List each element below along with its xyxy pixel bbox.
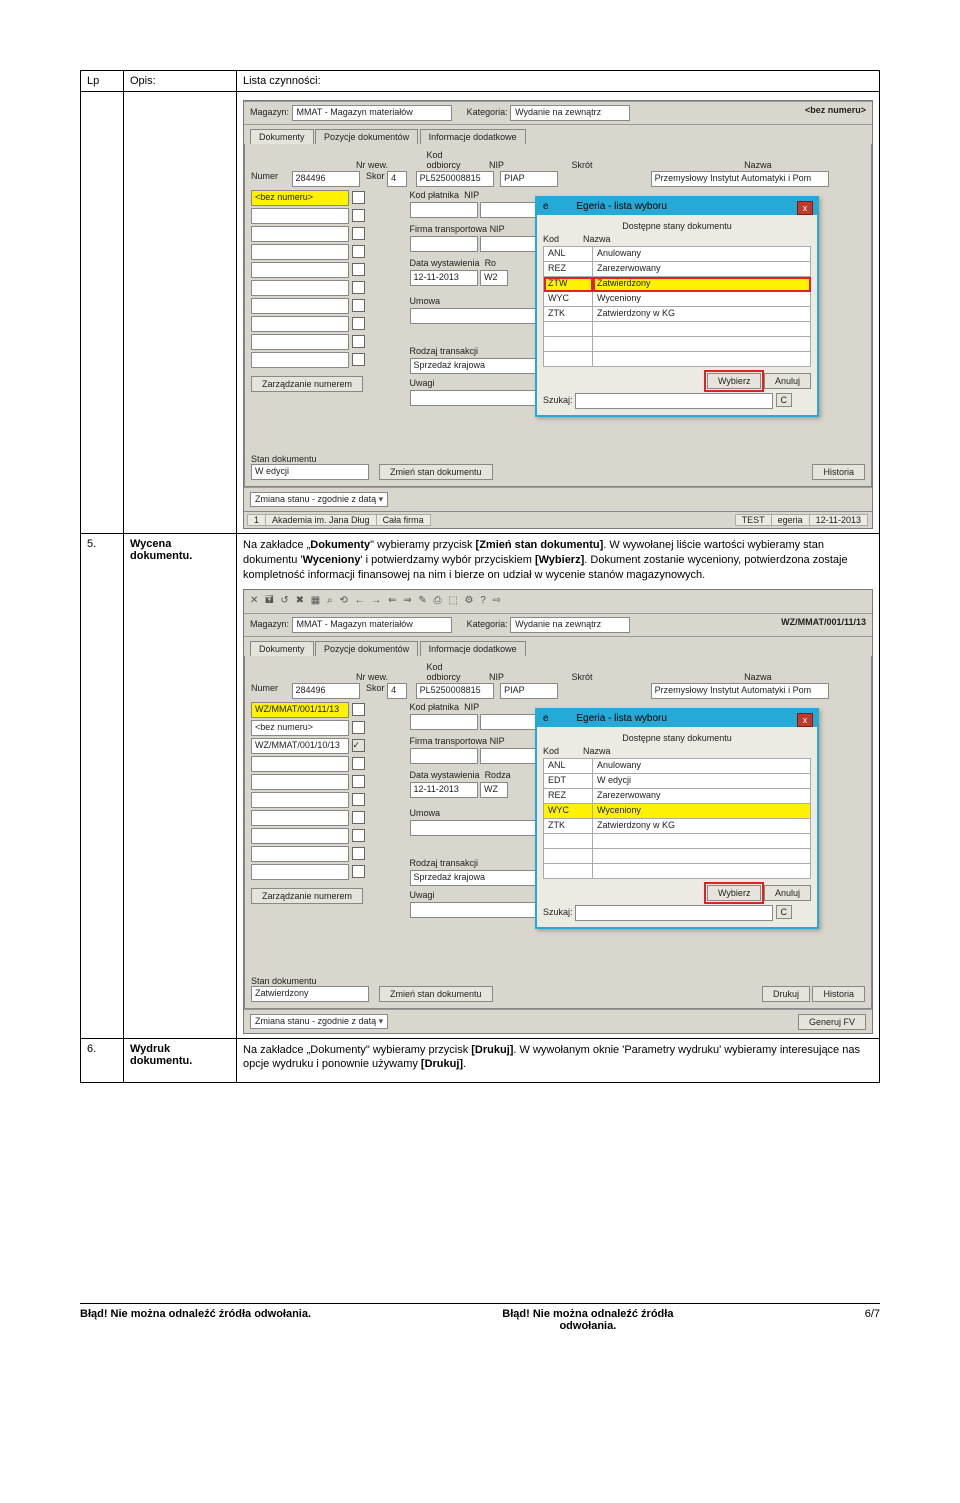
page-number: 6/7 — [865, 1308, 880, 1332]
numer-selected[interactable]: <bez numeru> — [251, 190, 349, 206]
footer-mid: Błąd! Nie można odnaleźć źródła odwołani… — [488, 1308, 688, 1332]
step6-name: Wydruk dokumentu. — [124, 1038, 237, 1083]
footer-left: Błąd! Nie można odnaleźć źródła odwołani… — [80, 1308, 311, 1332]
shot-header: Magazyn: MMAT - Magazyn materiałów Kateg… — [244, 101, 872, 125]
zarzadzanie-button[interactable]: Zarządzanie numerem — [251, 376, 363, 392]
doc-number-2: WZ/MMAT/001/11/13 — [781, 617, 866, 627]
step5-desc: Na zakładce „Dokumenty" wybieramy przyci… — [237, 534, 880, 1039]
popup-lista-wyboru-2: e Egeria - lista wyboru x Dostępne stany… — [535, 708, 819, 929]
list-item-selected[interactable]: ZTWZatwierdzony — [544, 277, 811, 292]
tab-info[interactable]: Informacje dodatkowe — [420, 129, 526, 144]
doc-number: <bez numeru> — [805, 105, 866, 115]
col-opis: Opis: — [124, 71, 237, 92]
col-lp: Lp — [81, 71, 124, 92]
status-bar: 1Akademia im. Jana DługCała firma 12-11-… — [244, 511, 872, 528]
stan-field[interactable]: W edycji — [251, 464, 369, 480]
tab-pozycje[interactable]: Pozycje dokumentów — [315, 129, 418, 144]
wybierz-button[interactable]: Wybierz — [707, 885, 761, 901]
wybierz-button[interactable]: Wybierz — [707, 373, 761, 389]
zmien-stan-button[interactable]: Zmień stan dokumentu — [379, 464, 493, 480]
magazyn-field[interactable]: MMAT - Magazyn materiałów — [292, 105, 452, 121]
list-item-selected[interactable]: WYCWyceniony — [544, 803, 811, 818]
screenshot-2: ✕ 🖬 ↺ ✖ ▦ ⌕ ⟲ ← → ⇐ ⇒ ✎ ⎙ ⬚ ⚙ ? ⇨ Magazy… — [243, 589, 873, 1034]
step6-desc: Na zakładce „Dokumenty" wybieramy przyci… — [237, 1038, 880, 1083]
tab-dokumenty[interactable]: Dokumenty — [250, 129, 314, 144]
generuj-fv-button[interactable]: Generuj FV — [798, 1014, 866, 1030]
popup-lista-wyboru: e Egeria - lista wyboru x Dostępne stany… — [535, 196, 819, 417]
close-icon[interactable]: x — [797, 201, 813, 215]
list-item[interactable]: WYCWyceniony — [544, 292, 811, 307]
anuluj-button[interactable]: Anuluj — [764, 373, 811, 389]
list-item[interactable]: REZZarezerwowany — [544, 262, 811, 277]
zmiana-stanu-select[interactable]: Zmiana stanu - zgodnie z datą — [250, 492, 388, 507]
step6-num: 6. — [81, 1038, 124, 1083]
drukuj-button[interactable]: Drukuj — [762, 986, 810, 1002]
popup-title: Egeria - lista wyboru — [576, 201, 667, 212]
screenshot-1: Magazyn: MMAT - Magazyn materiałów Kateg… — [243, 100, 873, 529]
toolbar: ✕ 🖬 ↺ ✖ ▦ ⌕ ⟲ ← → ⇐ ⇒ ✎ ⎙ ⬚ ⚙ ? ⇨ — [244, 590, 872, 613]
step5-name: Wycena dokumentu. — [124, 534, 237, 1039]
page-footer: Błąd! Nie można odnaleźć źródła odwołani… — [80, 1303, 880, 1332]
close-icon[interactable]: x — [797, 713, 813, 727]
popup-list: ANLAnulowany REZZarezerwowany ZTWZatwier… — [543, 246, 811, 367]
popup-icon: e — [543, 201, 549, 212]
list-item[interactable]: ANLAnulowany — [544, 247, 811, 262]
anuluj-button[interactable]: Anuluj — [764, 885, 811, 901]
col-czynnosci: Lista czynności: — [237, 71, 880, 92]
step5-num: 5. — [81, 534, 124, 1039]
list-item[interactable]: ZTKZatwierdzony w KG — [544, 307, 811, 322]
historia-button[interactable]: Historia — [812, 986, 865, 1002]
szukaj-input[interactable] — [575, 393, 773, 409]
kategoria-field[interactable]: Wydanie na zewnątrz — [510, 105, 630, 121]
nrwew-field[interactable]: 284496 — [292, 171, 360, 187]
steps-table: Lp Opis: Lista czynności: Magazyn: MMAT … — [80, 70, 880, 1083]
historia-button[interactable]: Historia — [812, 464, 865, 480]
tabs: Dokumenty Pozycje dokumentów Informacje … — [244, 129, 872, 144]
form-area: Nr wew. Kod odbiorcy NIP Skrót Nazwa Num… — [244, 144, 872, 487]
